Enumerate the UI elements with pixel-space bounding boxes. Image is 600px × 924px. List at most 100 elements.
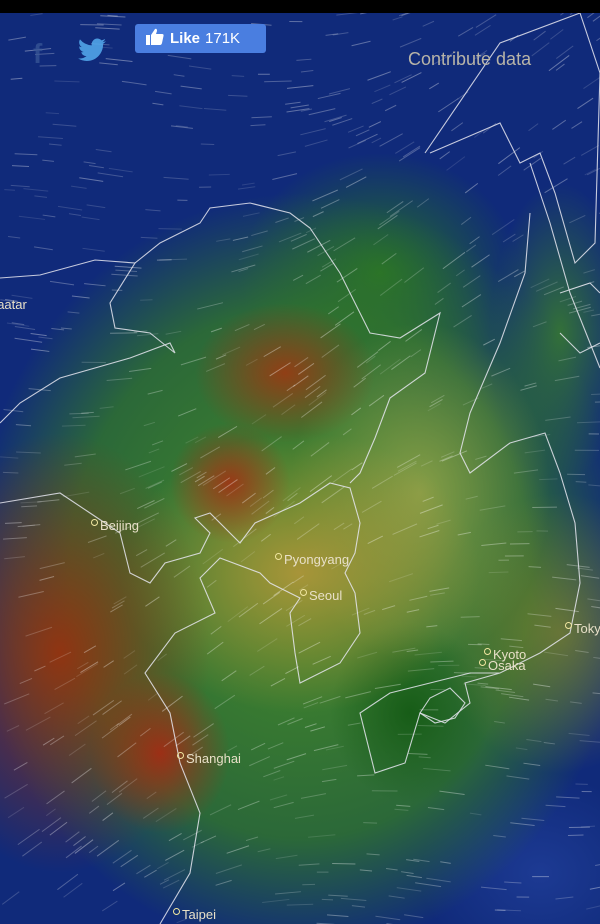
wind-streak: [49, 735, 65, 746]
wind-streak: [68, 213, 82, 216]
wind-streak: [74, 453, 96, 458]
wind-streak: [409, 595, 428, 601]
wind-streak: [559, 296, 577, 303]
wind-streak: [197, 302, 224, 310]
wind-streak: [475, 14, 497, 28]
wind-streak: [396, 887, 422, 892]
wind-streak: [357, 133, 378, 145]
wind-streak: [209, 804, 232, 816]
wind-streak: [64, 462, 82, 466]
wind-streak: [19, 677, 33, 684]
wind-streak: [38, 336, 53, 340]
wind-streak: [275, 891, 301, 895]
wind-streak: [74, 720, 97, 737]
wind-streak: [147, 389, 163, 395]
wind-streak: [77, 715, 90, 725]
wind-streak: [222, 346, 241, 356]
twitter-icon[interactable]: [78, 38, 106, 67]
wind-streak: [185, 436, 199, 444]
wind-streak: [526, 738, 542, 743]
facebook-icon[interactable]: f: [33, 38, 43, 69]
wind-streak: [552, 576, 577, 581]
wind-streak: [580, 575, 600, 579]
wind-streak: [527, 613, 552, 617]
wind-streak: [241, 182, 255, 186]
contribute-data-link[interactable]: Contribute data: [408, 49, 532, 69]
wind-streak: [285, 101, 301, 105]
wind-streak: [501, 693, 524, 698]
wind-overlay-map[interactable]: Ulaanbaatar Beijing Pyongyang Seoul Kyot…: [0, 13, 600, 924]
wind-streak: [135, 518, 155, 529]
wind-streak: [20, 501, 42, 504]
wind-streak: [524, 382, 537, 387]
like-count: 171K: [205, 30, 241, 47]
coast-shikoku: [419, 687, 466, 724]
wind-streak: [277, 717, 295, 726]
wind-streak: [377, 340, 391, 352]
wind-streak: [49, 821, 68, 836]
wind-streak: [193, 723, 214, 738]
wind-streak: [320, 323, 341, 339]
wind-streak: [367, 71, 391, 81]
wind-streak: [240, 551, 256, 563]
wind-streak: [422, 496, 434, 502]
wind-streak: [509, 645, 524, 649]
wind-streak: [202, 470, 227, 486]
wind-streak: [54, 80, 80, 83]
wind-streak: [42, 159, 55, 162]
wind-streak: [42, 214, 56, 218]
wind-streak: [321, 778, 337, 783]
wind-streak: [205, 363, 226, 372]
wind-streak: [491, 219, 515, 236]
wind-streak: [93, 552, 105, 559]
wind-streak: [259, 608, 283, 625]
wind-streak: [497, 909, 521, 912]
wind-streak: [523, 762, 541, 766]
wind-streak: [465, 495, 478, 500]
wind-streak: [392, 523, 418, 535]
wind-streak: [79, 177, 104, 182]
wind-streak: [11, 165, 30, 168]
wind-streak: [296, 58, 312, 61]
wind-streak: [71, 295, 90, 299]
wind-streak: [77, 661, 89, 670]
wind-streak: [474, 24, 491, 36]
wind-streak: [312, 211, 324, 218]
wind-streak: [325, 33, 339, 36]
wind-streak: [237, 800, 260, 811]
wind-streak: [592, 692, 600, 695]
wind-streak: [351, 40, 371, 47]
wind-streak: [140, 236, 158, 239]
coast-hokkaido: [559, 282, 600, 354]
wind-streak: [161, 695, 183, 712]
wind-streak: [328, 88, 351, 95]
wind-streak: [513, 469, 539, 474]
city-marker-icon: [565, 622, 572, 629]
wind-streak: [493, 834, 506, 838]
wind-streak: [273, 500, 295, 518]
city-beijing: Beijing: [91, 518, 139, 533]
wind-streak: [494, 721, 505, 724]
wind-streak: [312, 655, 331, 665]
wind-streak: [226, 845, 250, 854]
wind-streak: [242, 212, 260, 217]
facebook-like-button[interactable]: Like 171K: [135, 24, 266, 53]
wind-streak: [206, 579, 217, 588]
wind-streak: [506, 775, 530, 780]
wind-streak: [533, 30, 546, 41]
wind-streak: [587, 13, 595, 19]
city-pyongyang: Pyongyang: [275, 552, 349, 567]
wind-streak: [548, 55, 570, 72]
wind-streak: [120, 854, 139, 868]
wind-streak: [587, 598, 600, 602]
wind-streak: [414, 651, 442, 656]
wind-streak: [192, 734, 209, 746]
wind-streak: [476, 52, 486, 60]
wind-streak: [464, 182, 479, 194]
wind-streak: [157, 653, 167, 662]
wind-streak: [123, 664, 138, 675]
wind-streak: [563, 156, 576, 165]
wind-streak: [325, 745, 344, 751]
wind-streak: [110, 604, 123, 613]
wind-streak: [397, 460, 417, 472]
